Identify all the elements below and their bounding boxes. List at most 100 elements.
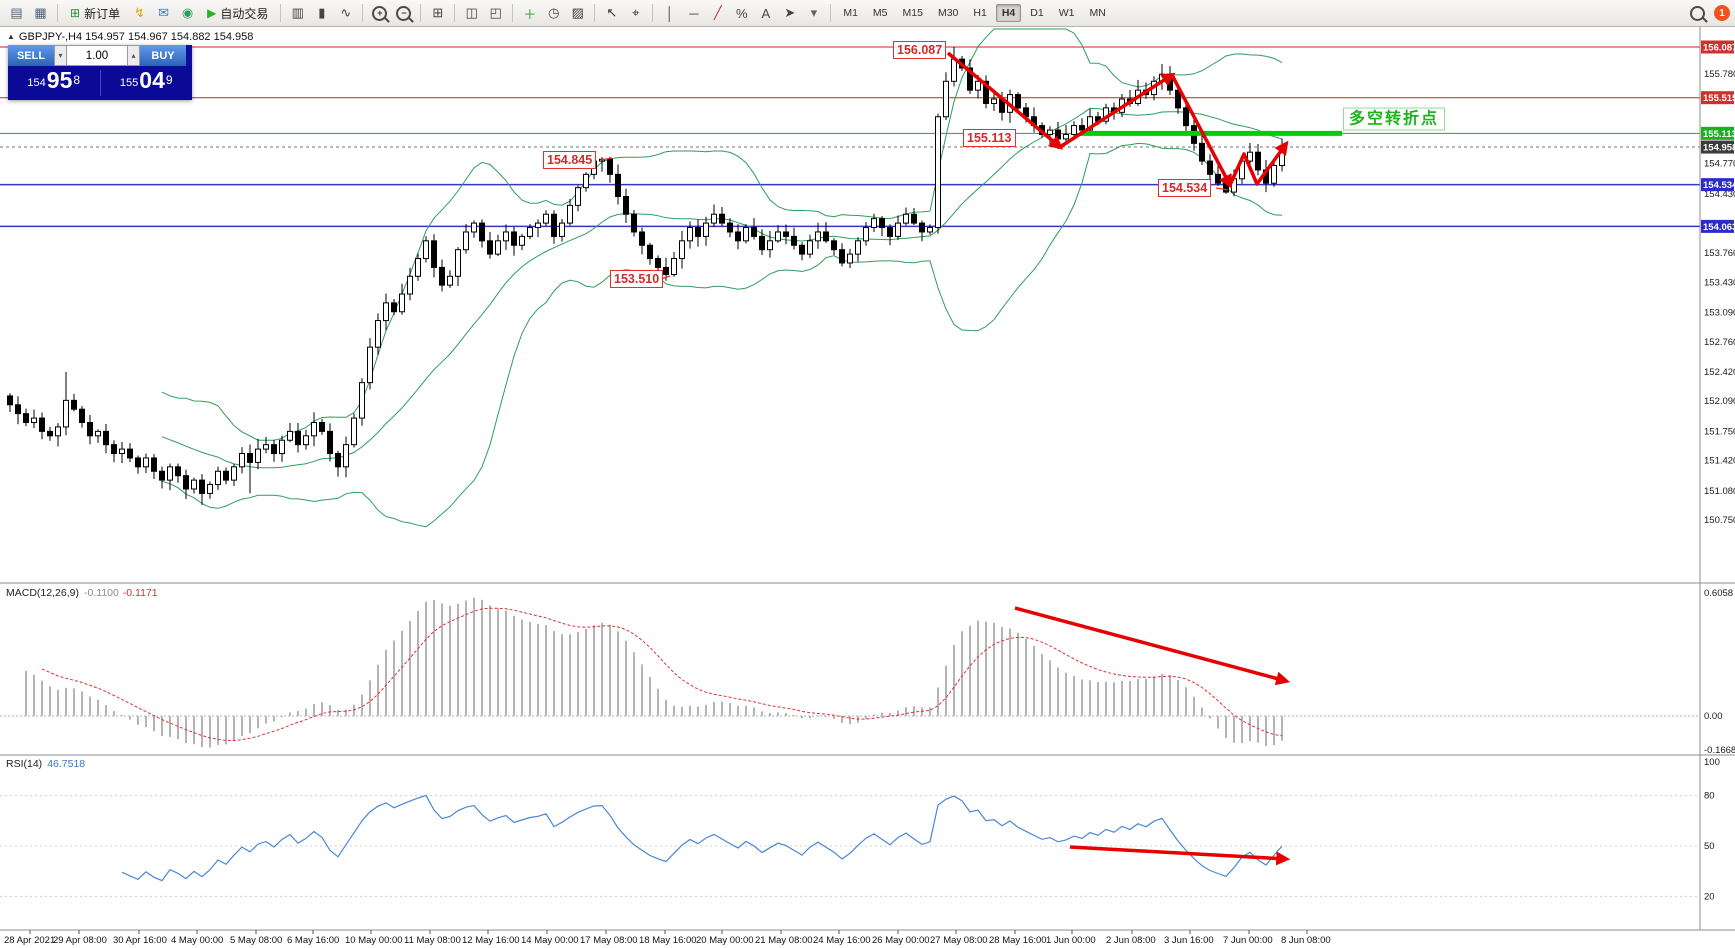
periods-icon[interactable]: ◷ (542, 3, 565, 24)
sell-price-pips: 95 (46, 67, 73, 94)
svg-text:12 May 16:00: 12 May 16:00 (462, 935, 520, 946)
vertical-line-icon-glyph: │ (665, 5, 674, 21)
sell-price-display[interactable]: 154 95 8 (8, 67, 100, 95)
svg-text:27 May 08:00: 27 May 08:00 (930, 935, 988, 946)
svg-text:6 May 16:00: 6 May 16:00 (287, 935, 339, 946)
tf-m15[interactable]: M15 (902, 7, 923, 19)
new-chart-icon-glyph: ▤ (10, 5, 23, 20)
tf-m30[interactable]: M30 (937, 7, 959, 19)
sell-button[interactable]: SELL (8, 45, 54, 66)
price-callout-153.510[interactable]: 153.510 (610, 270, 664, 288)
symbol-ohlc-text: GBPJPY-,H4 154.957 154.967 154.882 154.9… (18, 31, 254, 43)
tf-h1[interactable]: H1 (973, 7, 987, 19)
candlestick-icon[interactable]: ▮ (310, 3, 333, 24)
one-click-trading-panel: SELL ▾ ▴ BUY 154 95 8 155 04 (8, 45, 192, 100)
auto-trading-button-glyph: ▶ (207, 6, 217, 20)
svg-text:152.760: 152.760 (1704, 337, 1735, 348)
chart-canvas[interactable]: 155.780 154.770 154.430 153.760 153.430 153.0… (0, 27, 1735, 948)
toolbar-separator (454, 4, 456, 22)
zoom-in-icon-glass: + (372, 5, 388, 21)
svg-text:155.113: 155.113 (1703, 129, 1735, 140)
vertical-line-icon[interactable]: │ (658, 3, 681, 24)
turning-point-note[interactable]: 多空转折点 (1343, 107, 1446, 131)
svg-text:1 Jun 00:00: 1 Jun 00:00 (1046, 935, 1096, 946)
price-callout-154.534[interactable]: 154.534 (1158, 179, 1212, 197)
mail-icon-glyph: ✉ (158, 5, 170, 20)
line-chart-icon[interactable]: ∿ (334, 3, 357, 24)
horizontal-line-icon-glyph: ─ (689, 5, 699, 21)
svg-text:11 May 08:00: 11 May 08:00 (404, 935, 461, 946)
templates-icon[interactable]: ▨ (566, 3, 589, 24)
tf-mn[interactable]: MN (1089, 7, 1106, 19)
bar-chart-icon[interactable]: ▥ (286, 3, 309, 24)
profile-icon[interactable]: ▦ (29, 3, 52, 24)
search-icon[interactable] (1686, 3, 1709, 24)
dropdown-caret-icon[interactable]: ▾ (802, 3, 825, 24)
rsi-value: 46.7518 (47, 758, 86, 770)
rsi-name: RSI(14) (6, 758, 43, 770)
svg-text:28 May 16:00: 28 May 16:00 (989, 935, 1047, 946)
community-icon[interactable]: ◉ (176, 3, 199, 24)
tile-windows-icon[interactable]: ⊞ (426, 3, 449, 24)
trendline-icon[interactable]: ╱ (706, 3, 729, 24)
new-order-button[interactable]: ⊞ 新订单 (63, 3, 127, 24)
auto-trading-button-label: 自动交易 (220, 6, 269, 21)
tf-m1[interactable]: M1 (843, 7, 858, 19)
svg-text:155.515: 155.515 (1703, 93, 1735, 104)
crosshair-icon[interactable]: ⌖ (624, 3, 647, 24)
lightning-icon[interactable]: ↯ (128, 3, 151, 24)
lot-decrease-button[interactable]: ▾ (54, 45, 67, 66)
buy-price-pips: 04 (139, 67, 165, 94)
cursor-icon[interactable]: ↖ (600, 3, 623, 24)
zoom-out-icon-glass: − (396, 5, 412, 21)
toolbar-separator (652, 4, 654, 22)
svg-text:154.770: 154.770 (1704, 159, 1735, 170)
arrows-tool-icon[interactable]: ➤ (778, 3, 801, 24)
horizontal-line-icon[interactable]: ─ (682, 3, 705, 24)
zoom-in-icon[interactable]: + (368, 3, 391, 24)
svg-text:8 Jun 08:00: 8 Jun 08:00 (1281, 935, 1331, 946)
sell-price-point: 8 (73, 73, 81, 88)
cursor-icon-glyph: ↖ (606, 5, 618, 20)
tf-d1[interactable]: D1 (1030, 7, 1044, 19)
lightning-icon-glyph: ↯ (134, 5, 146, 20)
zoom-out-icon[interactable]: − (392, 3, 415, 24)
macd-name: MACD(12,26,9) (6, 587, 79, 599)
buy-price-integer: 155 (119, 76, 139, 89)
tf-h4[interactable]: H4 (995, 4, 1022, 22)
svg-text:154.958: 154.958 (1703, 143, 1735, 154)
lot-increase-button[interactable]: ▴ (127, 45, 140, 66)
tf-m5[interactable]: M5 (872, 7, 888, 19)
new-chart-icon[interactable]: ▤ (5, 3, 28, 24)
buy-button[interactable]: BUY (140, 45, 186, 66)
indicators-icon[interactable]: ＋ (518, 3, 541, 24)
tf-w1[interactable]: W1 (1058, 7, 1075, 19)
toolbar-separator (362, 4, 364, 22)
arrange-windows-icon[interactable]: ◰ (484, 3, 507, 24)
cascade-windows-icon[interactable]: ◫ (460, 3, 483, 24)
toolbar-separator (594, 4, 596, 22)
price-callout-154.845[interactable]: 154.845 (543, 151, 597, 169)
fibonacci-icon-glyph: % (736, 5, 748, 21)
svg-text:28 Apr 2021: 28 Apr 2021 (4, 935, 55, 946)
notification-badge[interactable]: 1 (1714, 5, 1730, 21)
svg-text:50: 50 (1704, 841, 1715, 852)
bar-chart-icon-glyph: ▥ (291, 5, 304, 20)
auto-trading-button[interactable]: ▶ 自动交易 (200, 3, 275, 24)
svg-text:20 May 00:00: 20 May 00:00 (696, 935, 754, 946)
collapse-triangle-icon[interactable]: ▲ (7, 32, 15, 41)
buy-price-display[interactable]: 155 04 9 (101, 67, 193, 95)
svg-text:7 Jun 00:00: 7 Jun 00:00 (1223, 935, 1273, 946)
svg-text:151.420: 151.420 (1704, 456, 1735, 467)
lot-size-input[interactable] (67, 45, 127, 66)
new-order-button-label: 新订单 (84, 6, 121, 21)
svg-text:153.760: 153.760 (1704, 248, 1735, 259)
text-icon[interactable]: A (754, 3, 777, 24)
svg-text:29 Apr 08:00: 29 Apr 08:00 (53, 935, 107, 946)
svg-text:154.430: 154.430 (1704, 189, 1735, 200)
price-callout-155.113[interactable]: 155.113 (963, 129, 1016, 147)
arrows-tool-icon-glyph: ➤ (784, 5, 796, 20)
fibonacci-icon[interactable]: % (730, 3, 753, 24)
mail-icon[interactable]: ✉ (152, 3, 175, 24)
price-callout-156.087[interactable]: 156.087 (893, 41, 947, 59)
